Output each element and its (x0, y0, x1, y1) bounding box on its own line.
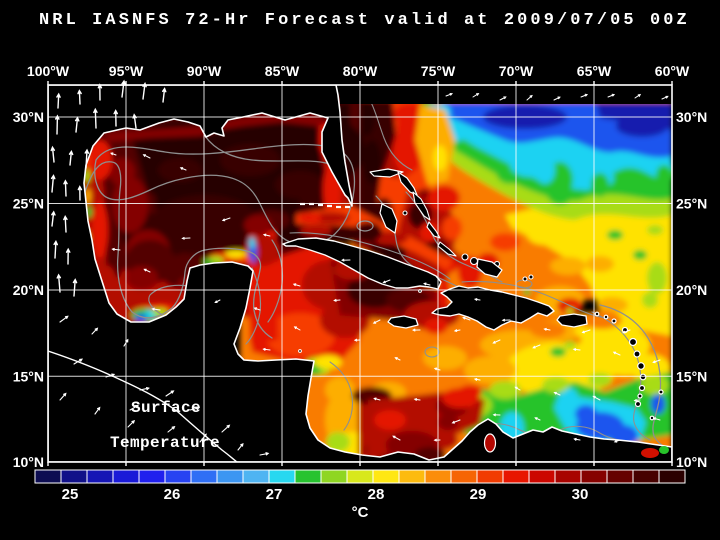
svg-text:100°W: 100°W (27, 63, 70, 79)
svg-text:20°N: 20°N (676, 282, 707, 298)
svg-text:90°W: 90°W (187, 63, 222, 79)
svg-text:15°N: 15°N (676, 368, 707, 384)
svg-text:Surface: Surface (131, 399, 201, 417)
svg-text:26: 26 (164, 486, 181, 503)
svg-text:60°W: 60°W (655, 63, 690, 79)
svg-text:15°N: 15°N (13, 368, 44, 384)
svg-text:10°N: 10°N (676, 454, 707, 470)
svg-text:30°N: 30°N (13, 109, 44, 125)
svg-text:30°N: 30°N (676, 109, 707, 125)
svg-text:75°W: 75°W (421, 63, 456, 79)
svg-text:95°W: 95°W (109, 63, 144, 79)
svg-text:Temperature: Temperature (110, 434, 220, 452)
svg-text:27: 27 (266, 486, 283, 503)
svg-text:80°W: 80°W (343, 63, 378, 79)
svg-text:25°N: 25°N (676, 196, 707, 212)
svg-text:29: 29 (470, 486, 487, 503)
svg-text:85°W: 85°W (265, 63, 300, 79)
svg-text:25: 25 (62, 486, 79, 503)
svg-text:70°W: 70°W (499, 63, 534, 79)
svg-text:°C: °C (352, 504, 369, 521)
svg-text:65°W: 65°W (577, 63, 612, 79)
svg-text:NRL IASNFS 72-Hr Forecast val: NRL IASNFS 72-Hr Forecast valid at 2009/… (39, 11, 690, 30)
svg-text:30: 30 (572, 486, 589, 503)
svg-text:25°N: 25°N (13, 196, 44, 212)
svg-text:20°N: 20°N (13, 282, 44, 298)
svg-text:10°N: 10°N (13, 454, 44, 470)
svg-text:28: 28 (368, 486, 385, 503)
